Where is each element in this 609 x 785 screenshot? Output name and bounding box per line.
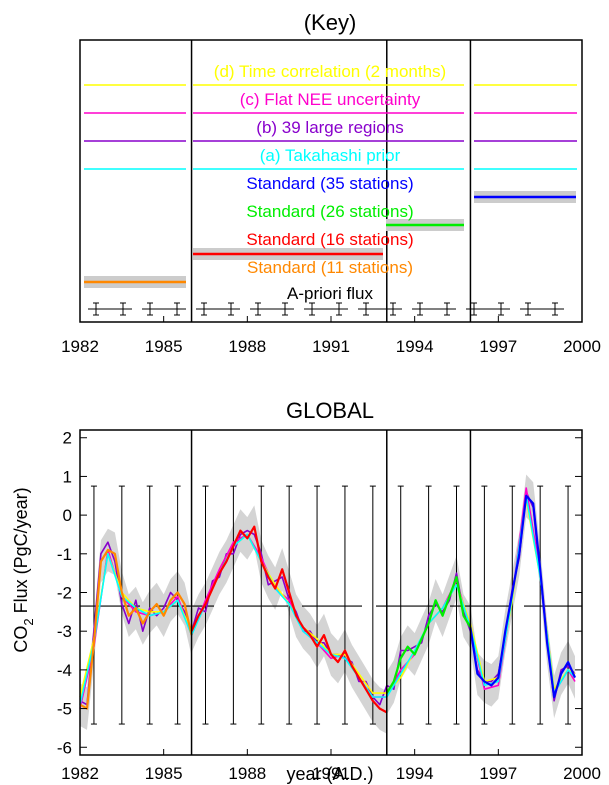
- key-legend-label: (d) Time correlation (2 months): [214, 62, 446, 81]
- global-x-tick-label: 1988: [228, 764, 266, 783]
- global-x-tick-label: 1994: [396, 764, 434, 783]
- global-x-tick-label: 1997: [479, 764, 517, 783]
- key-x-tick-labels: 1982 1985 1988 1991 1994 1997 2000: [61, 337, 601, 356]
- global-y-tick-label: -1: [57, 545, 72, 564]
- global-y-tick-label: -5: [57, 700, 72, 719]
- key-x-tick-label: 1982: [61, 337, 99, 356]
- global-y-tick-label: 0: [63, 506, 72, 525]
- global-series-standard-11-stations: [79, 548, 193, 710]
- global-y-tick-labels: 2 1 0 -1 -2 -3 -4 -5 -6: [57, 429, 72, 758]
- global-y-tick-label: -2: [57, 584, 72, 603]
- key-x-tick-label: 1991: [312, 337, 350, 356]
- global-series-b-39-large-regions: [79, 491, 576, 706]
- global-plot-area: [79, 429, 583, 756]
- key-legend-label: Standard (16 stations): [246, 230, 413, 249]
- x-axis-label: year (A.D.): [286, 764, 373, 784]
- global-x-tick-label: 1982: [61, 764, 99, 783]
- key-x-tick-label: 1994: [396, 337, 434, 356]
- key-title: (Key): [304, 10, 357, 35]
- key-legend-label: Standard (35 stations): [246, 174, 413, 193]
- key-legend-label: A-priori flux: [287, 284, 373, 303]
- global-panel: GLOBAL 1982 1985 1988 1991 1994 1997 2000 2 1 0 -…: [11, 398, 601, 784]
- key-legend-label: Standard (11 stations): [247, 258, 413, 277]
- y-axis-label: CO2 Flux (PgC/year): [11, 487, 36, 652]
- global-x-tick-labels: 1982 1985 1988 1991 1994 1997 2000: [61, 764, 601, 783]
- global-series-standard-35-stations: [469, 494, 577, 699]
- global-x-tick-label: 2000: [563, 764, 601, 783]
- global-y-tick-label: -3: [57, 622, 72, 641]
- global-title: GLOBAL: [286, 398, 374, 423]
- global-x-tick-label: 1991: [312, 764, 350, 783]
- global-y-tick-label: -4: [57, 661, 72, 680]
- key-x-tick-label: 1985: [145, 337, 183, 356]
- global-uncertainty-band: [80, 474, 575, 734]
- key-x-tick-label: 1997: [479, 337, 517, 356]
- global-series-standard-26-stations: [385, 575, 472, 694]
- key-plot-area: (d) Time correlation (2 months) (c) Flat …: [79, 39, 583, 323]
- global-series-standard-16-stations: [190, 525, 388, 714]
- key-legend-label: (a) Takahashi prior: [260, 146, 401, 165]
- key-legend-label: (b) 39 large regions: [256, 118, 403, 137]
- key-panel: (Key) (d) Time correlation (2 months) (c)…: [61, 10, 601, 356]
- key-x-tick-label: 1988: [228, 337, 266, 356]
- key-legend-label: (c) Flat NEE uncertainty: [240, 90, 421, 109]
- key-legend-label: Standard (26 stations): [246, 202, 413, 221]
- key-x-tick-label: 2000: [563, 337, 601, 356]
- global-y-tick-label: -6: [57, 738, 72, 757]
- global-x-tick-label: 1985: [145, 764, 183, 783]
- global-y-tick-label: 1: [63, 467, 72, 486]
- global-y-tick-label: 2: [63, 429, 72, 448]
